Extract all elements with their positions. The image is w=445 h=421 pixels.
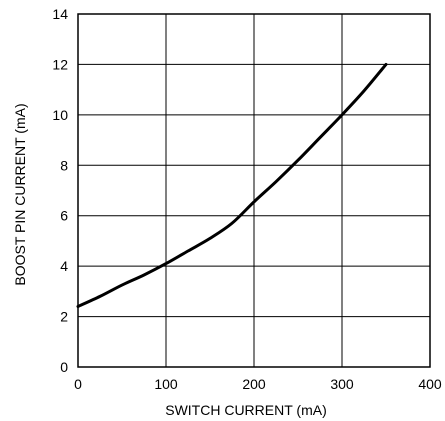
y-axis-label: BOOST PIN CURRENT (mA)	[12, 103, 28, 285]
x-tick-labels: 0 100 200 300 400	[74, 376, 442, 392]
x-tick-label: 400	[418, 376, 442, 392]
y-tick-label: 6	[60, 208, 68, 224]
grid	[78, 14, 430, 367]
y-tick-label: 10	[52, 107, 68, 123]
y-tick-label: 0	[60, 359, 68, 375]
x-tick-label: 100	[154, 376, 178, 392]
x-axis-label: SWITCH CURRENT (mA)	[165, 402, 327, 418]
y-tick-label: 12	[52, 56, 68, 72]
series-group	[78, 64, 386, 306]
y-tick-label: 4	[60, 258, 68, 274]
x-tick-label: 0	[74, 376, 82, 392]
y-tick-label: 14	[52, 6, 68, 22]
series-line	[78, 64, 386, 306]
y-tick-labels: 0 2 4 6 8 10 12 14	[52, 6, 68, 375]
x-tick-label: 200	[242, 376, 266, 392]
y-tick-label: 8	[60, 157, 68, 173]
y-tick-label: 2	[60, 309, 68, 325]
x-tick-label: 300	[330, 376, 354, 392]
